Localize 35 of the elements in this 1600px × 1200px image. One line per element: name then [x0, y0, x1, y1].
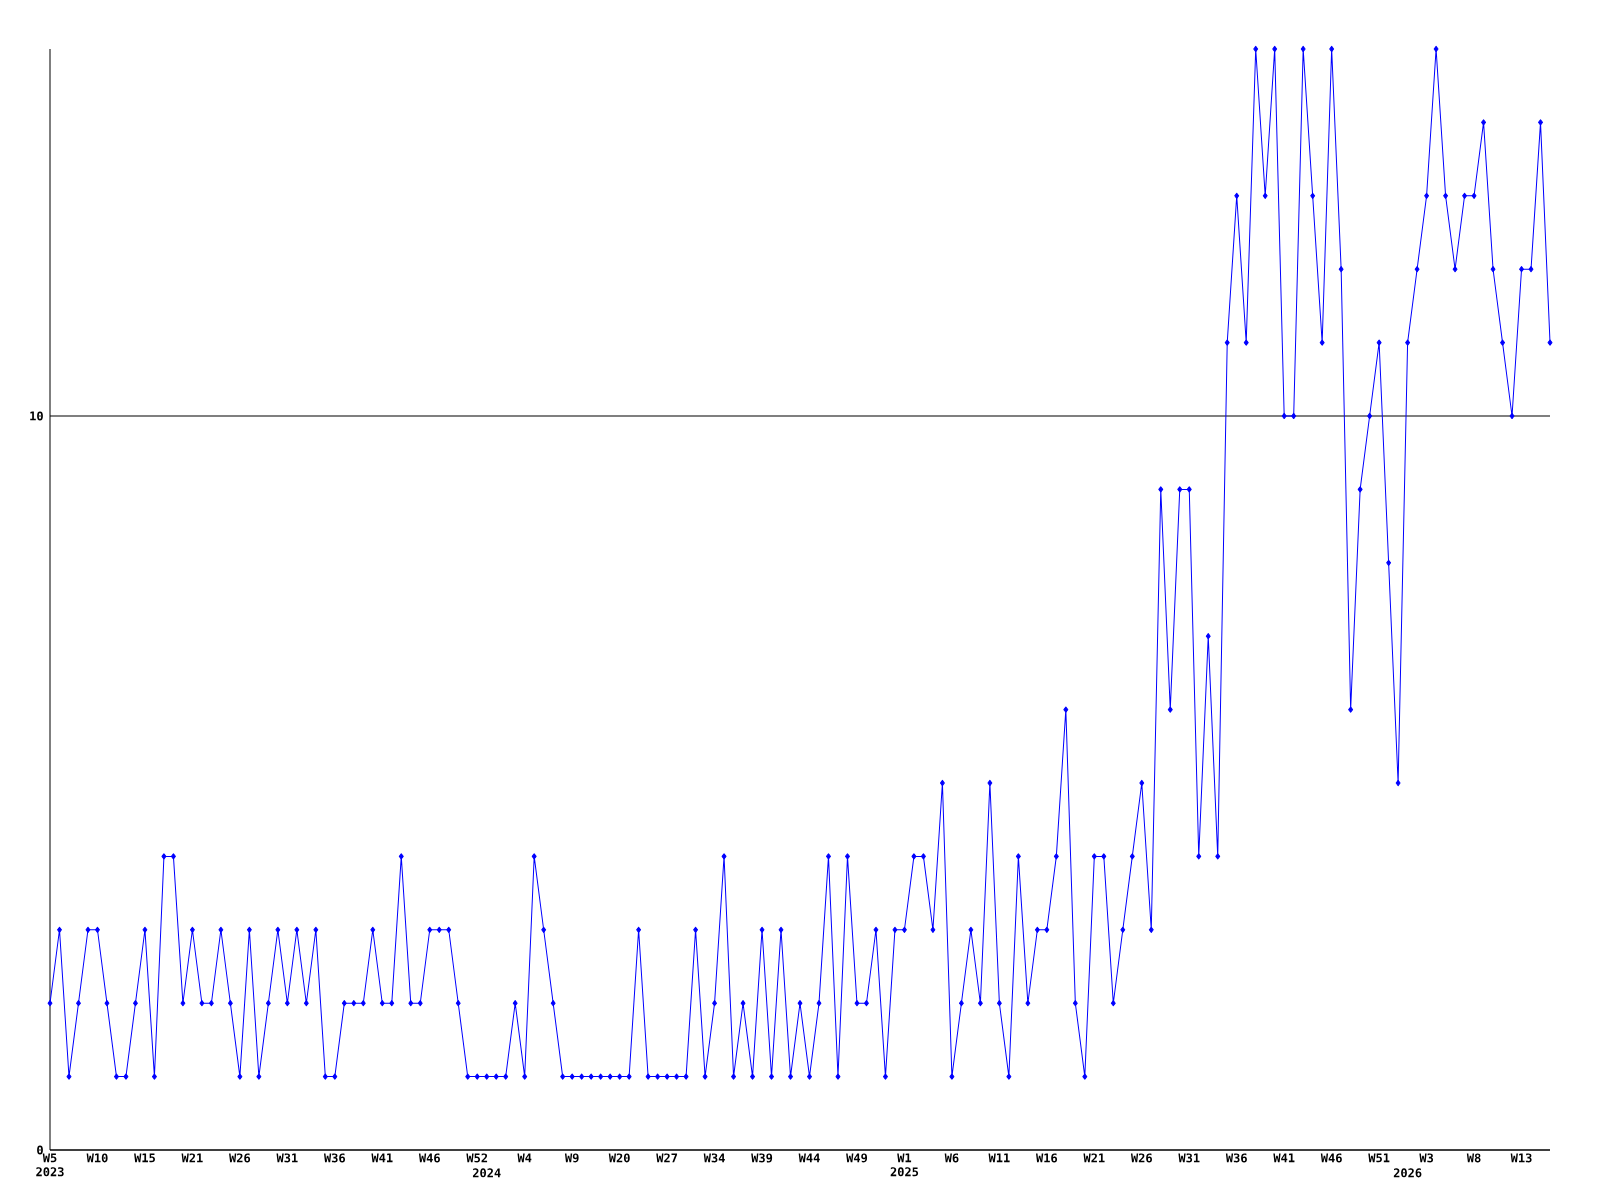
x-tick-label: W44 — [798, 1153, 820, 1163]
x-tick-label: W27 — [656, 1153, 678, 1163]
x-tick-label: W31 — [276, 1153, 298, 1163]
x-tick-label: W1 2025 — [890, 1153, 919, 1177]
x-tick-label: W15 — [134, 1153, 155, 1163]
x-tick-label: W21 — [181, 1153, 203, 1163]
y-tick-label: 0 — [37, 1145, 43, 1155]
x-tick-label: W36 — [323, 1153, 346, 1163]
x-tick-label: W46 — [1320, 1153, 1342, 1163]
x-tick-label: W13 — [1510, 1153, 1532, 1163]
x-tick-label: W36 — [1225, 1153, 1247, 1163]
x-tick-label: W9 — [564, 1153, 579, 1163]
x-tick-label: W39 — [751, 1153, 773, 1163]
x-tick-label: W3 — [1419, 1153, 1434, 1163]
x-tick-label: W6 — [944, 1153, 959, 1163]
x-tick-label: W41 — [1273, 1153, 1295, 1163]
x-tick-label: W10 — [86, 1153, 108, 1163]
x-tick-label: 2024 — [472, 1168, 501, 1178]
x-tick-label: W21 — [1083, 1153, 1105, 1163]
x-tick-label: W51 — [1368, 1153, 1390, 1163]
x-tick-label: W34 — [703, 1153, 725, 1163]
x-tick-label: W20 — [608, 1153, 630, 1163]
x-tick-label: W16 — [1036, 1153, 1058, 1163]
x-tick-label: W8 — [1466, 1153, 1481, 1163]
x-tick-label: 2026 — [1393, 1168, 1422, 1178]
x-tick-label: W41 — [371, 1153, 393, 1163]
x-tick-label: W26 — [229, 1153, 251, 1163]
x-tick-label: W4 — [517, 1153, 532, 1163]
x-tick-label: W46 — [418, 1153, 440, 1163]
x-tick-label: W31 — [1178, 1153, 1200, 1163]
y-tick-label: 10 — [30, 411, 43, 421]
x-tick-label: W52 — [466, 1153, 488, 1163]
x-tick-label: W11 — [988, 1153, 1010, 1163]
x-tick-label: W26 — [1130, 1153, 1152, 1163]
x-tick-label: W49 — [846, 1153, 868, 1163]
